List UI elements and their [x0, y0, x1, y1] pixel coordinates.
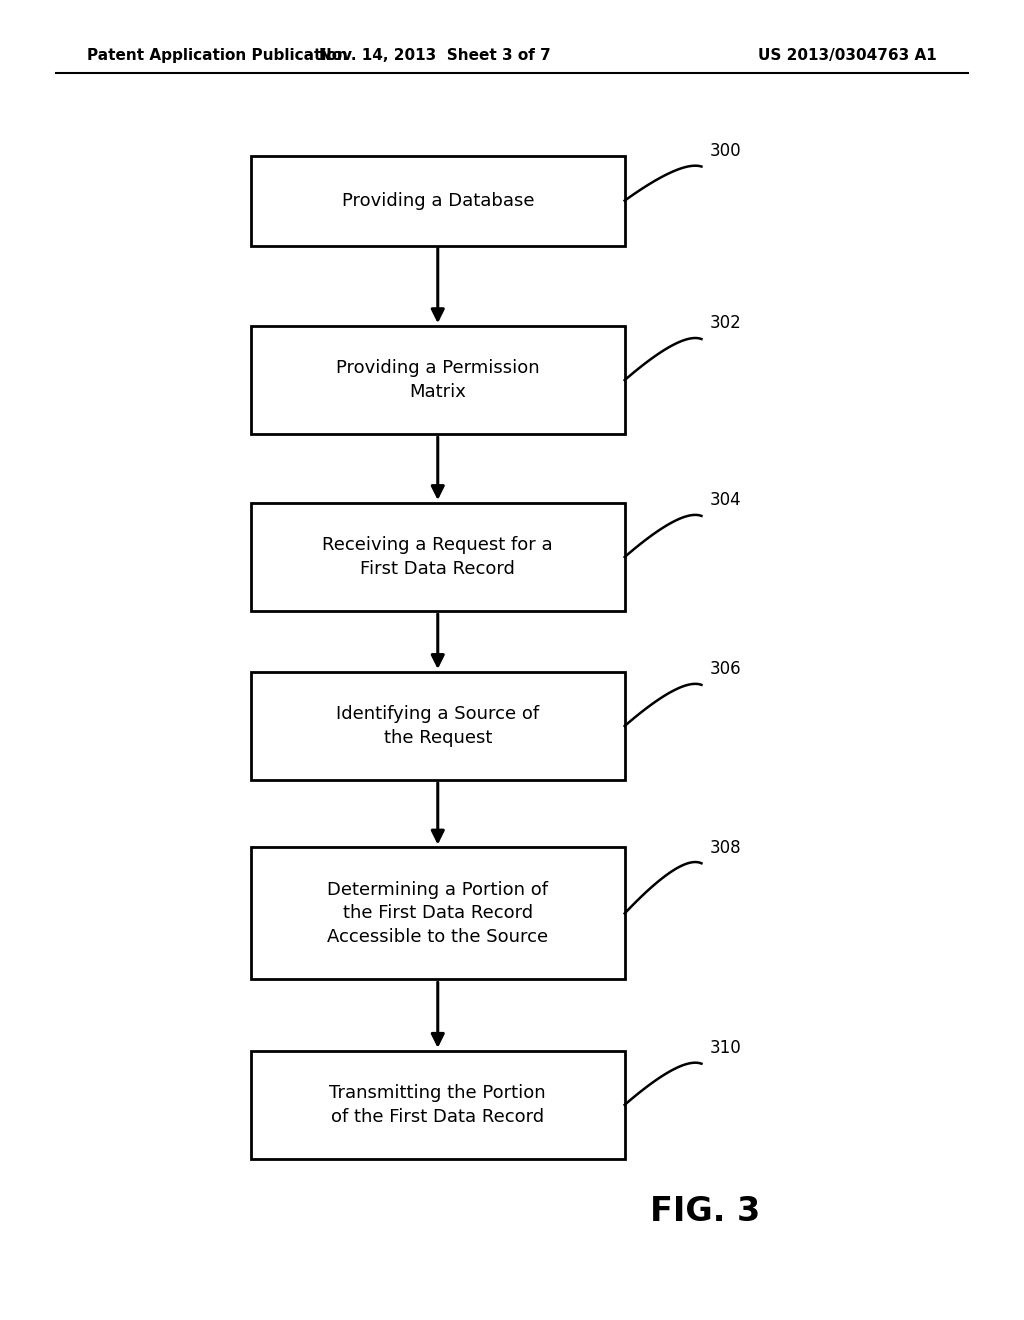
Text: 302: 302 [710, 314, 741, 333]
FancyArrowPatch shape [432, 783, 443, 841]
FancyArrowPatch shape [432, 248, 443, 319]
Text: Patent Application Publication: Patent Application Publication [87, 48, 348, 63]
Text: Determining a Portion of
the First Data Record
Accessible to the Source: Determining a Portion of the First Data … [328, 880, 548, 946]
Bar [251, 1051, 625, 1159]
Text: 300: 300 [710, 143, 741, 160]
Text: Receiving a Request for a
First Data Record: Receiving a Request for a First Data Rec… [323, 536, 553, 578]
Text: Providing a Database: Providing a Database [342, 191, 534, 210]
Text: 308: 308 [710, 838, 741, 857]
FancyArrowPatch shape [432, 982, 443, 1044]
Text: 304: 304 [710, 491, 741, 510]
Bar [251, 503, 625, 611]
FancyArrowPatch shape [432, 614, 443, 665]
FancyArrowPatch shape [432, 437, 443, 496]
Text: 306: 306 [710, 660, 741, 678]
Bar [251, 847, 625, 979]
Text: Nov. 14, 2013  Sheet 3 of 7: Nov. 14, 2013 Sheet 3 of 7 [319, 48, 551, 63]
Text: Transmitting the Portion
of the First Data Record: Transmitting the Portion of the First Da… [330, 1084, 546, 1126]
Text: 310: 310 [710, 1039, 741, 1057]
Bar [251, 672, 625, 780]
Bar [251, 156, 625, 246]
Text: FIG. 3: FIG. 3 [650, 1196, 761, 1228]
Text: US 2013/0304763 A1: US 2013/0304763 A1 [758, 48, 937, 63]
Text: Identifying a Source of
the Request: Identifying a Source of the Request [336, 705, 540, 747]
Text: Providing a Permission
Matrix: Providing a Permission Matrix [336, 359, 540, 401]
Bar [251, 326, 625, 434]
